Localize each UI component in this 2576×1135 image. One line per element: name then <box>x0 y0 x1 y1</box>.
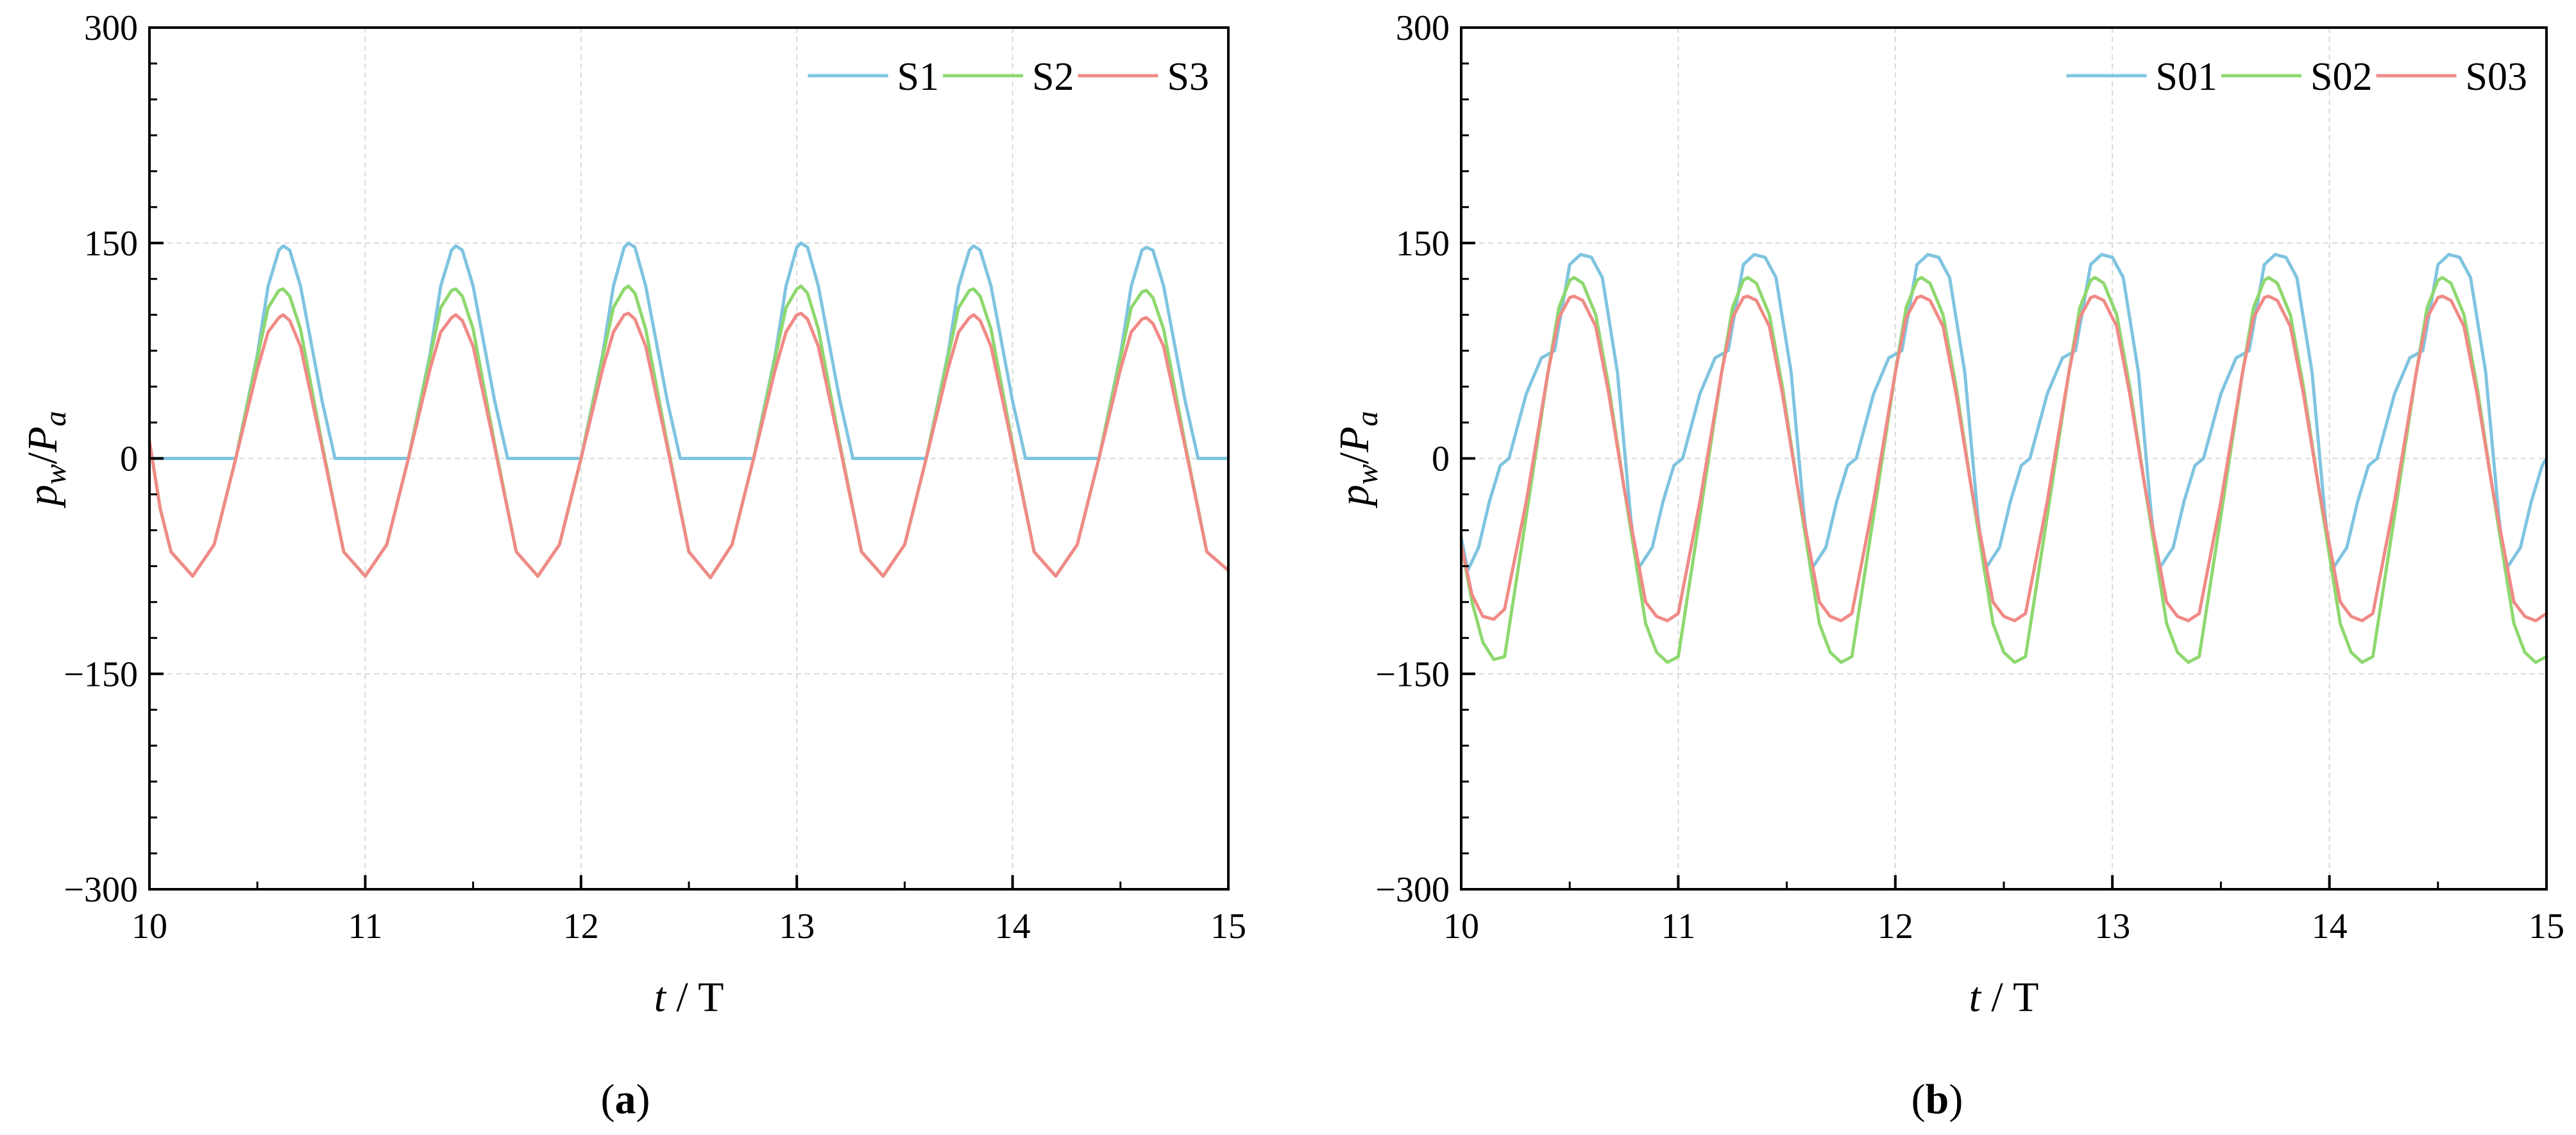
x-axis-label: t / T <box>654 974 724 1021</box>
series-line-s01 <box>1459 253 2548 572</box>
panel-label: (a) <box>601 1076 650 1123</box>
panel-label-letter: a <box>615 1076 636 1123</box>
x-tick-label: 13 <box>2094 907 2130 946</box>
legend-item-s3: S3 <box>1078 55 1209 99</box>
y-tick-label: 150 <box>1396 224 1450 264</box>
x-tick-label: 11 <box>1661 907 1695 946</box>
x-tick-label: 12 <box>563 907 599 946</box>
x-tick-label: 10 <box>1443 907 1479 946</box>
legend-item-s01: S01 <box>2066 55 2217 99</box>
x-tick-label: 15 <box>1210 907 1246 946</box>
series-line-s3 <box>148 311 1230 579</box>
x-tick-label: 14 <box>2312 907 2348 946</box>
x-label-var: t <box>654 974 667 1021</box>
x-label-var: t <box>1969 974 1982 1021</box>
legend-label: S01 <box>2156 55 2217 99</box>
y-tick-label: 300 <box>84 8 138 48</box>
legend-label: S03 <box>2466 55 2527 99</box>
y-label-p: p <box>1331 484 1378 508</box>
x-axis-label: t / T <box>1969 974 2039 1021</box>
y-tick-label: 0 <box>120 439 138 479</box>
x-tick-label: 15 <box>2529 907 2564 946</box>
x-label-unit: T <box>698 974 724 1021</box>
y-tick-label: −300 <box>64 870 138 910</box>
x-tick-label: 11 <box>348 907 382 946</box>
y-axis-label: pw/Pa <box>1331 411 1384 509</box>
x-tick-label: 10 <box>131 907 167 946</box>
y-label-slash: / <box>19 452 66 464</box>
panel-label-open: ( <box>1911 1076 1926 1123</box>
x-tick-label: 13 <box>779 907 815 946</box>
y-label-P: P <box>1331 427 1378 453</box>
series-line-s02 <box>1459 276 2548 664</box>
panel-label-close: ) <box>636 1076 650 1123</box>
legend-item-s1: S1 <box>808 55 939 99</box>
series-line-s1 <box>148 241 1230 460</box>
y-tick-label: −300 <box>1375 870 1450 910</box>
x-tick-label: 14 <box>995 907 1031 946</box>
legend-item-s02: S02 <box>2221 55 2373 99</box>
y-tick-label: 150 <box>84 224 138 264</box>
y-tick-label: 0 <box>1432 439 1450 479</box>
y-tick-label: 300 <box>1396 8 1450 48</box>
y-tick-label: −150 <box>64 654 138 694</box>
x-label-unit: T <box>2013 974 2038 1021</box>
legend-label: S1 <box>897 55 939 99</box>
panel-label-open: ( <box>601 1076 615 1123</box>
legend: S03 S02 S01 <box>2066 55 2527 99</box>
legend: S3 S2 S1 <box>808 55 1209 99</box>
panel-label-close: ) <box>1949 1076 1963 1123</box>
y-axis-label: pw/Pa <box>19 411 72 509</box>
legend-item-s03: S03 <box>2376 55 2527 99</box>
y-label-P-sub: a <box>1350 411 1384 427</box>
y-label-P: P <box>19 427 66 453</box>
y-label-P-sub: a <box>38 411 72 427</box>
y-label-p: p <box>19 484 66 508</box>
panel-label-letter: b <box>1926 1076 1949 1123</box>
x-tick-label: 12 <box>1877 907 1913 946</box>
panel-label: (b) <box>1911 1076 1963 1123</box>
y-label-slash: / <box>1331 452 1378 464</box>
series-line-s03 <box>1459 294 2548 622</box>
y-tick-label: −150 <box>1375 654 1450 694</box>
series-line-s2 <box>148 284 1230 579</box>
y-label-p-sub: w <box>38 464 72 484</box>
legend-item-s2: S2 <box>943 55 1074 99</box>
y-label-p-sub: w <box>1350 464 1384 484</box>
x-label-sep: / <box>1981 974 2013 1021</box>
legend-label: S02 <box>2310 55 2372 99</box>
x-label-sep: / <box>666 974 698 1021</box>
legend-label: S3 <box>1167 55 1209 99</box>
legend-label: S2 <box>1032 55 1074 99</box>
